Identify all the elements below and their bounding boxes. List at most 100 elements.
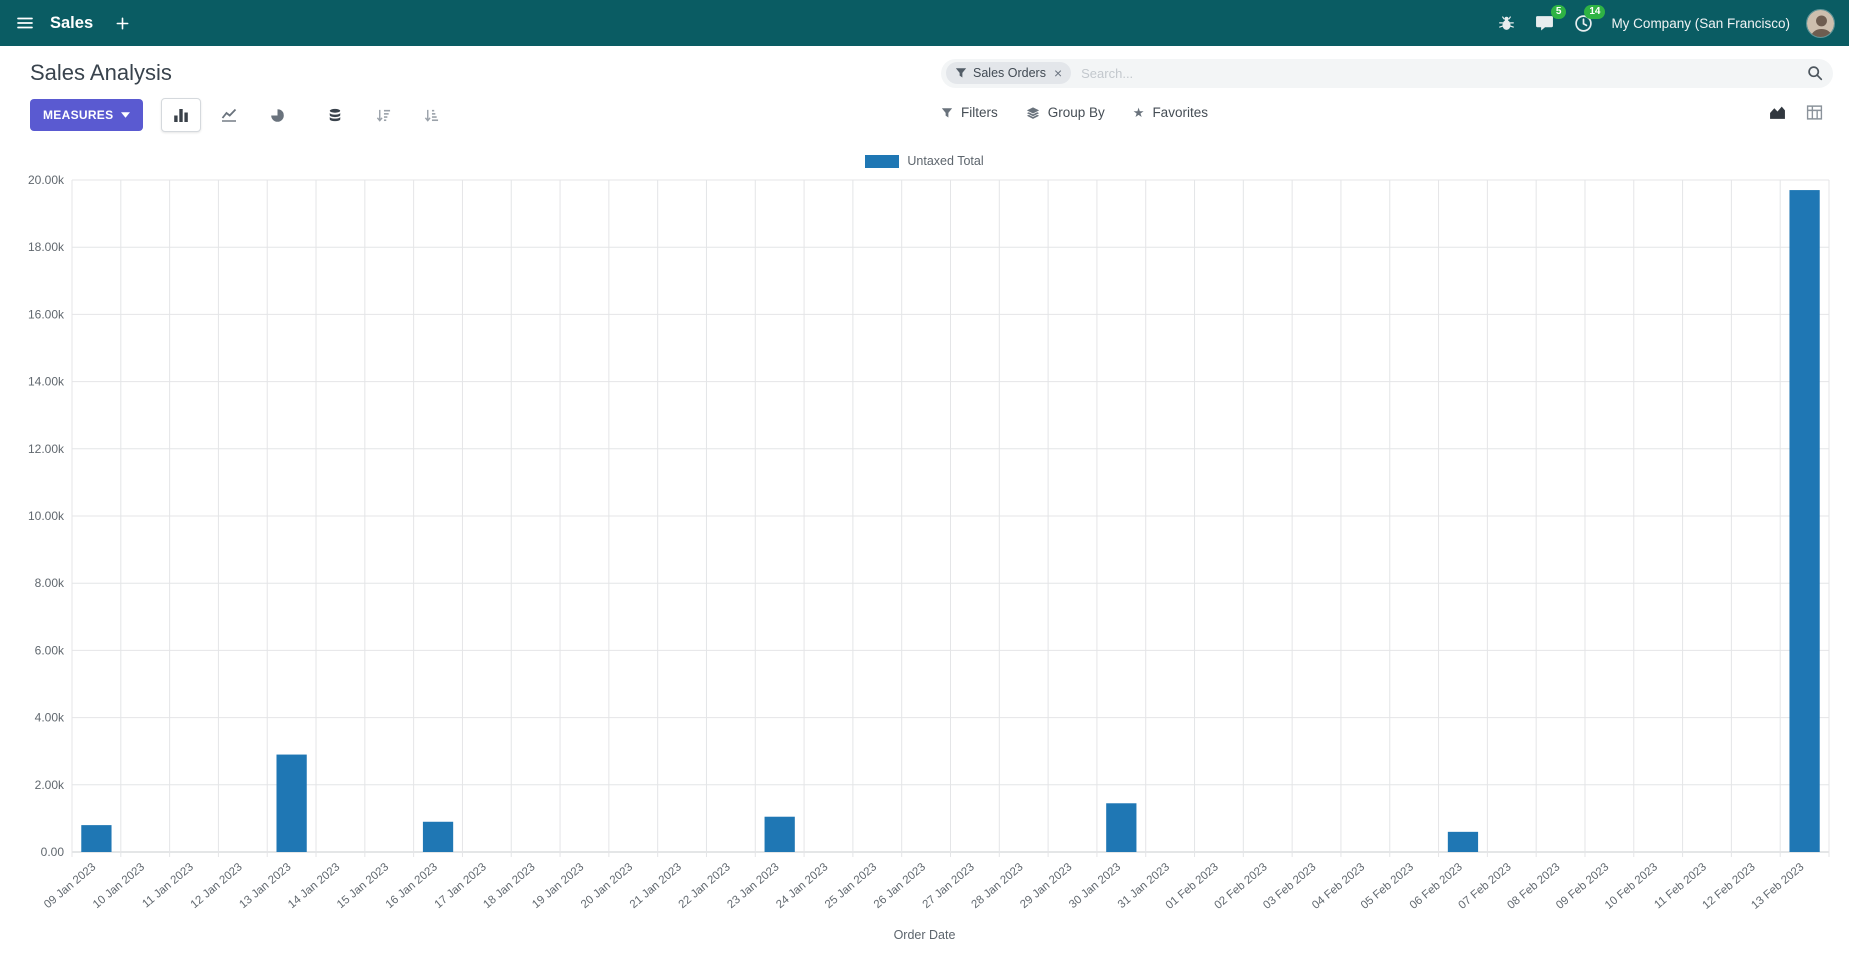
- search-input[interactable]: [1079, 64, 1799, 82]
- x-axis-title: Order Date: [893, 928, 956, 942]
- search-bar[interactable]: Sales Orders ×: [941, 58, 1833, 88]
- svg-text:27 Jan 2023: 27 Jan 2023: [921, 861, 977, 911]
- favorites-button[interactable]: ★ Favorites: [1133, 105, 1208, 120]
- svg-text:15 Jan 2023: 15 Jan 2023: [335, 861, 391, 911]
- area-chart-icon: [1770, 106, 1785, 119]
- navbar-systray: 5 14 My Company (San Francisco): [1496, 4, 1835, 38]
- graph-view-button[interactable]: [1769, 104, 1786, 121]
- plus-icon: [116, 17, 129, 29]
- svg-text:24 Jan 2023: 24 Jan 2023: [774, 861, 830, 911]
- toolbar-row: MEASURES: [16, 98, 1833, 138]
- measures-button[interactable]: MEASURES: [30, 99, 144, 131]
- search-icon: [1808, 66, 1823, 81]
- svg-text:11 Jan 2023: 11 Jan 2023: [140, 861, 196, 910]
- pivot-grid-icon: [1806, 105, 1823, 120]
- group-by-label: Group By: [1047, 105, 1105, 120]
- legend-swatch: [865, 154, 900, 168]
- sort-ascending-button[interactable]: [411, 98, 451, 132]
- svg-text:23 Jan 2023: 23 Jan 2023: [725, 861, 781, 911]
- avatar-image: [1807, 9, 1834, 37]
- svg-text:25 Jan 2023: 25 Jan 2023: [823, 861, 879, 911]
- svg-text:13 Feb 2023: 13 Feb 2023: [1749, 861, 1806, 912]
- messages-button[interactable]: 5: [1533, 4, 1567, 35]
- page-title: Sales Analysis: [30, 60, 172, 85]
- sort-descending-button[interactable]: [363, 98, 403, 132]
- svg-text:8.00k: 8.00k: [35, 576, 65, 590]
- chart-toolbar: MEASURES: [30, 98, 451, 132]
- debug-button[interactable]: [1496, 13, 1517, 34]
- chart-bar[interactable]: [764, 816, 795, 852]
- new-button[interactable]: [105, 6, 139, 40]
- svg-text:16 Jan 2023: 16 Jan 2023: [384, 861, 440, 911]
- svg-text:14 Jan 2023: 14 Jan 2023: [286, 861, 342, 911]
- svg-text:10 Feb 2023: 10 Feb 2023: [1603, 861, 1660, 912]
- bar-chart-icon: [174, 109, 189, 122]
- breadcrumb-row: Sales Analysis Sales Orders ×: [16, 54, 1833, 92]
- chart-bar[interactable]: [1106, 803, 1137, 852]
- svg-text:4.00k: 4.00k: [35, 711, 65, 725]
- app-name[interactable]: Sales: [50, 13, 94, 32]
- svg-text:12 Jan 2023: 12 Jan 2023: [189, 861, 245, 911]
- svg-text:05 Feb 2023: 05 Feb 2023: [1359, 861, 1416, 912]
- svg-text:18 Jan 2023: 18 Jan 2023: [481, 861, 537, 911]
- caret-down-icon: [121, 112, 131, 118]
- svg-text:20 Jan 2023: 20 Jan 2023: [579, 861, 635, 911]
- facet-remove-button[interactable]: ×: [1053, 65, 1063, 81]
- svg-text:09 Jan 2023: 09 Jan 2023: [42, 861, 98, 911]
- navbar-left: Sales: [8, 6, 139, 40]
- pivot-view-button[interactable]: [1806, 104, 1823, 121]
- measures-label: MEASURES: [43, 108, 114, 122]
- svg-text:6.00k: 6.00k: [35, 643, 65, 657]
- svg-text:20.00k: 20.00k: [28, 173, 65, 187]
- line-chart-button[interactable]: [209, 98, 249, 132]
- control-panel: Sales Analysis Sales Orders ×: [0, 46, 1849, 146]
- chart-bar[interactable]: [1789, 190, 1820, 852]
- stacked-toggle-button[interactable]: [315, 98, 355, 132]
- svg-text:0.00: 0.00: [41, 845, 65, 859]
- svg-text:08 Feb 2023: 08 Feb 2023: [1505, 861, 1562, 912]
- svg-text:09 Feb 2023: 09 Feb 2023: [1554, 861, 1611, 912]
- search-facet[interactable]: Sales Orders ×: [946, 62, 1072, 84]
- activities-badge: 14: [1584, 4, 1606, 19]
- chart-bar[interactable]: [276, 754, 307, 852]
- svg-text:07 Feb 2023: 07 Feb 2023: [1456, 861, 1513, 912]
- filter-funnel-icon: [955, 68, 967, 78]
- filters-icon: [941, 107, 953, 117]
- star-icon: ★: [1132, 105, 1145, 120]
- group-by-button[interactable]: Group By: [1026, 105, 1105, 120]
- svg-text:13 Jan 2023: 13 Jan 2023: [237, 861, 293, 911]
- pie-chart-button[interactable]: [257, 98, 297, 132]
- bar-chart-button[interactable]: [161, 98, 202, 132]
- chart-bar[interactable]: [81, 825, 112, 852]
- search-options: Filters Group By ★ Favorites: [941, 99, 1208, 120]
- chart-legend[interactable]: Untaxed Total: [8, 150, 1841, 172]
- bars-series: [81, 190, 1820, 852]
- chart-gridlines: [71, 179, 1830, 857]
- svg-text:02 Feb 2023: 02 Feb 2023: [1212, 861, 1269, 912]
- chart-region: Untaxed Total 0.00 2.00k 4.00k 6.00k 8.00k 10…: [0, 150, 1849, 942]
- chart-bar[interactable]: [422, 821, 454, 852]
- y-axis-labels: 0.00 2.00k 4.00k 6.00k 8.00k 10.00k 12.00k 14.0…: [28, 173, 65, 859]
- svg-text:04 Feb 2023: 04 Feb 2023: [1310, 861, 1367, 912]
- group-by-layers-icon: [1026, 106, 1039, 119]
- legend-label: Untaxed Total: [907, 154, 984, 168]
- filters-label: Filters: [961, 105, 998, 120]
- hamburger-icon: [17, 17, 33, 29]
- company-switcher[interactable]: My Company (San Francisco): [1611, 15, 1790, 31]
- activities-button[interactable]: 14: [1572, 4, 1606, 35]
- chart-bar[interactable]: [1447, 831, 1479, 852]
- svg-text:28 Jan 2023: 28 Jan 2023: [969, 861, 1025, 911]
- svg-text:19 Jan 2023: 19 Jan 2023: [530, 861, 586, 911]
- view-switcher: [1769, 98, 1823, 121]
- svg-text:18.00k: 18.00k: [28, 240, 65, 254]
- search-submit-button[interactable]: [1807, 65, 1823, 81]
- stacked-database-icon: [330, 108, 341, 122]
- svg-text:10.00k: 10.00k: [28, 509, 65, 523]
- user-avatar[interactable]: [1806, 8, 1835, 38]
- bug-icon: [1499, 15, 1515, 30]
- filters-button[interactable]: Filters: [941, 105, 998, 120]
- svg-text:21 Jan 2023: 21 Jan 2023: [628, 861, 684, 911]
- apps-menu-button[interactable]: [8, 6, 42, 40]
